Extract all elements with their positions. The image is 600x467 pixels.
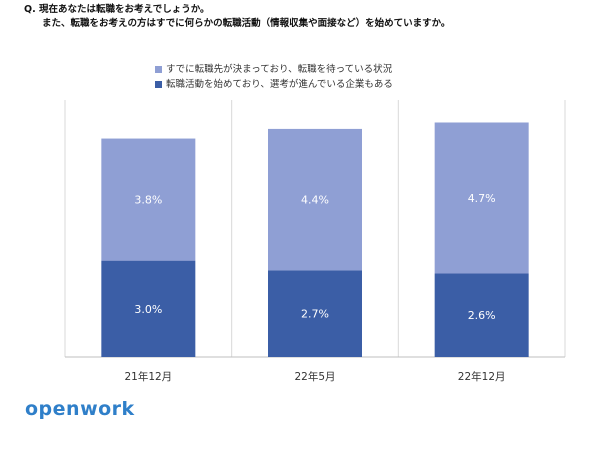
x-tick-label-0: 21年12月 — [124, 370, 172, 383]
bar-decided-0 — [101, 138, 196, 261]
bar-in-progress-1 — [268, 270, 362, 357]
question-line-1: Q. 現在あなたは転職をお考えでしょうか。 — [24, 4, 210, 15]
openwork-logo: openwork — [25, 398, 135, 420]
data-label-decided-2: 4.7% — [468, 192, 496, 205]
legend-swatch-in-progress — [155, 81, 162, 88]
bar-decided-1 — [268, 128, 362, 271]
bar-decided-2 — [434, 122, 529, 274]
data-label-in-progress-1: 2.7% — [301, 308, 329, 321]
data-label-in-progress-0: 3.0% — [134, 303, 162, 316]
data-label-in-progress-2: 2.6% — [468, 309, 496, 322]
question-text: Q. 現在あなたは転職をお考えでしょうか。 また、転職をお考えの方はすでに何らか… — [24, 3, 450, 31]
chart-legend: すでに転職先が決まっており、転職を待っている状況 転職活動を始めており、選考が進… — [155, 62, 393, 92]
bar-in-progress-0 — [101, 260, 196, 357]
x-tick-label-2: 22年12月 — [458, 370, 506, 383]
legend-label-decided: すでに転職先が決まっており、転職を待っている状況 — [166, 64, 393, 75]
legend-label-in-progress: 転職活動を始めており、選考が進んでいる企業もある — [166, 79, 393, 90]
legend-item-in-progress: 転職活動を始めており、選考が進んでいる企業もある — [155, 77, 393, 92]
bar-in-progress-2 — [434, 273, 529, 357]
data-label-decided-1: 4.4% — [301, 194, 329, 207]
legend-swatch-decided — [155, 66, 162, 73]
legend-item-decided: すでに転職先が決まっており、転職を待っている状況 — [155, 62, 393, 77]
question-line-2: また、転職をお考えの方はすでに何らかの転職活動（情報収集や面接など）を始めていま… — [42, 18, 451, 29]
data-label-decided-0: 3.8% — [134, 194, 162, 207]
x-tick-label-1: 22年5月 — [294, 370, 335, 383]
